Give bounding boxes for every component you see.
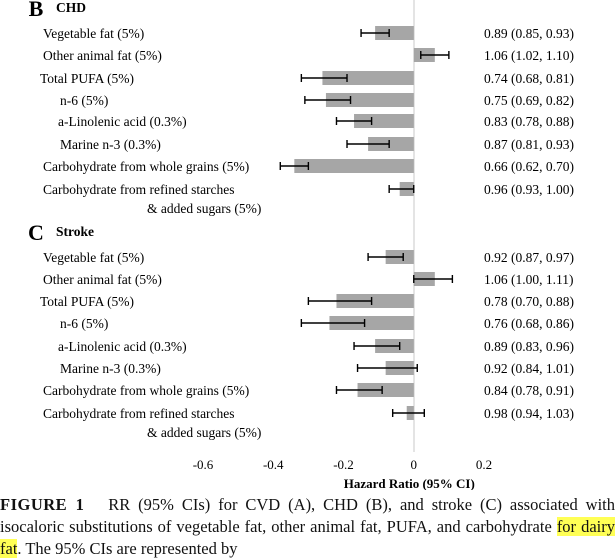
panel-letter: B bbox=[29, 0, 44, 21]
ci-value-label: 0.92 (0.87, 0.97) bbox=[484, 250, 574, 265]
panel-title: CHD bbox=[56, 0, 86, 15]
bar bbox=[357, 383, 414, 397]
category-label: Other animal fat (5%) bbox=[43, 272, 162, 287]
category-label: Carbohydrate from refined starches & adde… bbox=[43, 406, 261, 440]
bar bbox=[294, 159, 414, 173]
ci-value-label: 0.92 (0.84, 1.01) bbox=[484, 361, 574, 376]
ci-value-label: 0.74 (0.68, 0.81) bbox=[484, 71, 574, 86]
caption-text-after: . The 95% CIs are represented by bbox=[17, 539, 238, 558]
ci-value-label: 0.87 (0.81, 0.93) bbox=[484, 137, 574, 152]
ci-value-label: 0.76 (0.68, 0.86) bbox=[484, 316, 574, 331]
ci-value-label: 0.78 (0.70, 0.88) bbox=[484, 294, 574, 309]
category-label: a-Linolenic acid (0.3%) bbox=[58, 114, 187, 129]
ci-value-label: 1.06 (1.02, 1.10) bbox=[484, 48, 574, 63]
category-label: Carbohydrate from whole grains (5%) bbox=[43, 383, 249, 398]
panel-c-stroke: C Stroke Vegetable fat (5%) 0.92 (0.87, 0.9… bbox=[28, 220, 574, 440]
bar bbox=[329, 316, 414, 330]
x-tick-label: 0.2 bbox=[476, 457, 492, 472]
ci-value-label: 0.83 (0.78, 0.88) bbox=[484, 114, 574, 129]
panel-title: Stroke bbox=[56, 224, 94, 239]
ci-value-label: 0.89 (0.85, 0.93) bbox=[484, 26, 574, 41]
ci-value-label: 0.75 (0.69, 0.82) bbox=[484, 93, 574, 108]
bar bbox=[336, 294, 414, 308]
x-tick-label: -0.6 bbox=[193, 457, 214, 472]
ci-value-label: 0.84 (0.78, 0.91) bbox=[484, 383, 574, 398]
caption-text-before: RR (95% CIs) for CVD (A), CHD (B), and s… bbox=[0, 495, 615, 536]
category-label: a-Linolenic acid (0.3%) bbox=[58, 339, 187, 354]
category-label: Marine n-3 (0.3%) bbox=[60, 137, 161, 152]
hazard-ratio-figure: B CHD Vegetable fat (5%) 0.89 (0.85, 0.93) O… bbox=[28, 0, 574, 490]
category-label: n-6 (5%) bbox=[60, 93, 108, 108]
category-label: Marine n-3 (0.3%) bbox=[60, 361, 161, 376]
bar bbox=[354, 114, 414, 128]
bar bbox=[375, 26, 414, 40]
category-label-line: & added sugars (5%) bbox=[147, 201, 261, 216]
category-label-line: Carbohydrate from refined starches bbox=[43, 406, 235, 421]
panel-letter: C bbox=[28, 220, 44, 245]
category-label-line: Carbohydrate from refined starches bbox=[43, 182, 235, 197]
x-tick-label: -0.2 bbox=[333, 457, 354, 472]
ci-value-label: 0.98 (0.94, 1.03) bbox=[484, 406, 574, 421]
ci-value-label: 0.89 (0.83, 0.96) bbox=[484, 339, 574, 354]
category-label: Vegetable fat (5%) bbox=[43, 250, 144, 265]
category-label-line: & added sugars (5%) bbox=[147, 425, 261, 440]
ci-value-label: 0.66 (0.62, 0.70) bbox=[484, 159, 574, 174]
x-tick-label: 0 bbox=[411, 457, 418, 472]
category-label: Total PUFA (5%) bbox=[40, 294, 134, 309]
bar bbox=[368, 137, 414, 151]
category-label: Carbohydrate from refined starches & adde… bbox=[43, 182, 261, 216]
category-label: Other animal fat (5%) bbox=[43, 48, 162, 63]
ci-value-label: 1.06 (1.00, 1.11) bbox=[484, 272, 574, 287]
category-label: Total PUFA (5%) bbox=[40, 71, 134, 86]
ci-value-label: 0.96 (0.93, 1.00) bbox=[484, 182, 574, 197]
bar bbox=[325, 93, 414, 107]
panel-b-chd: B CHD Vegetable fat (5%) 0.89 (0.85, 0.93) O… bbox=[29, 0, 574, 216]
category-label: Vegetable fat (5%) bbox=[43, 26, 144, 41]
category-label: n-6 (5%) bbox=[60, 316, 108, 331]
category-label: Carbohydrate from whole grains (5%) bbox=[43, 159, 249, 174]
figure-caption: FIGURE 1 RR (95% CIs) for CVD (A), CHD (… bbox=[0, 494, 615, 560]
x-axis-label: Hazard Ratio (95% CI) bbox=[344, 476, 475, 490]
bar bbox=[322, 71, 414, 85]
caption-label: FIGURE 1 bbox=[0, 495, 85, 514]
x-tick-label: -0.4 bbox=[263, 457, 284, 472]
